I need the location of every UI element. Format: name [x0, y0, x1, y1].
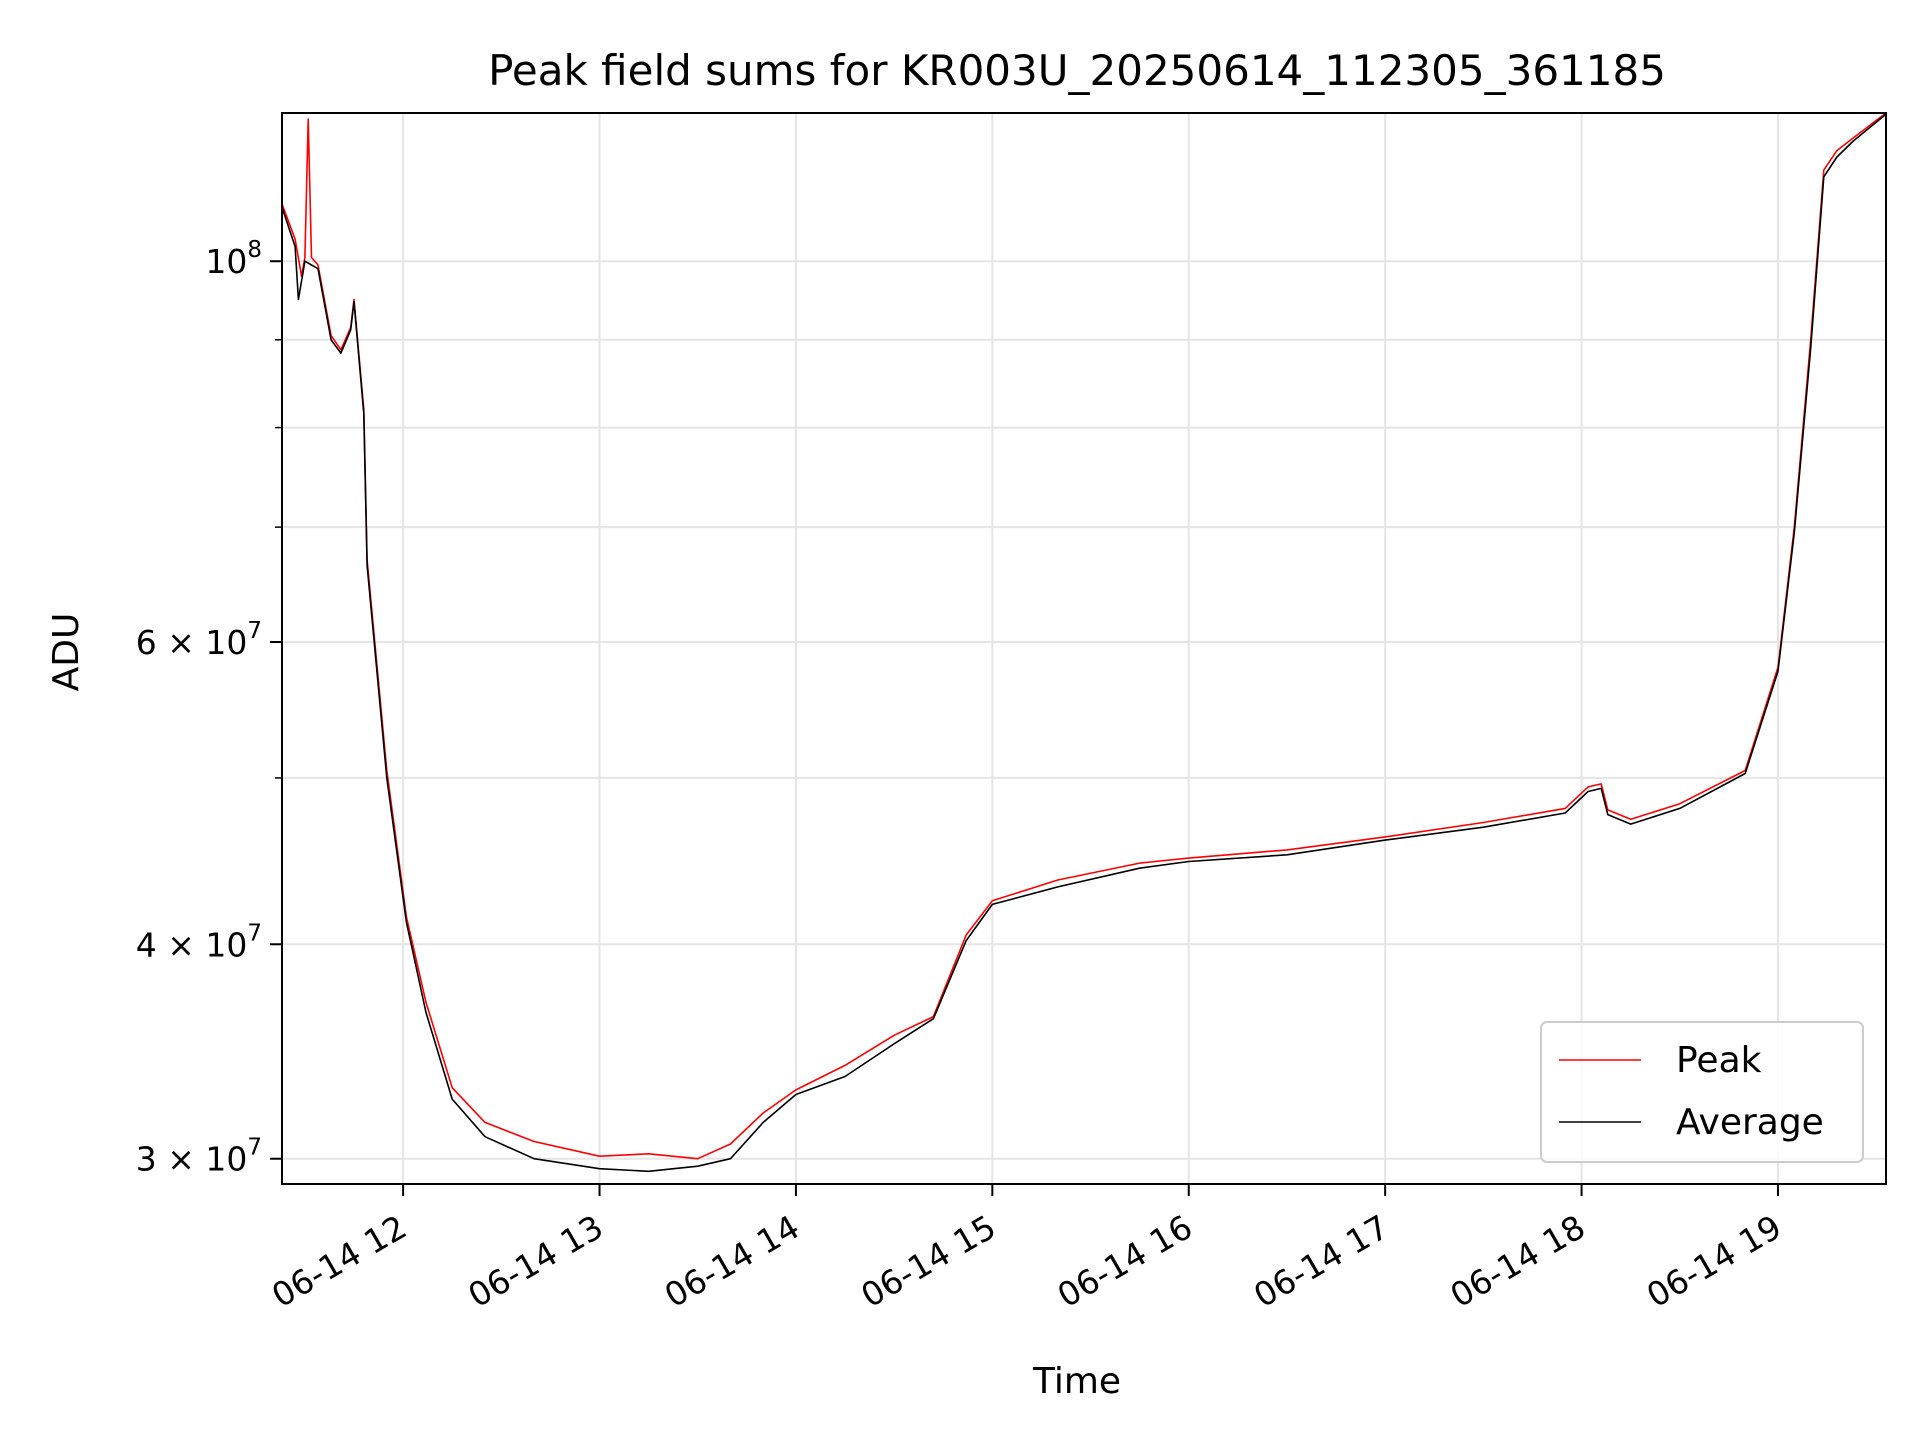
- y-tick-label: 6 × 107: [136, 618, 262, 662]
- series-lines: [281, 112, 1887, 1173]
- grid-lines: [282, 113, 1886, 1184]
- legend: Peak Average: [1540, 1021, 1864, 1163]
- y-axis-label: ADU: [46, 613, 87, 692]
- y-tick-exponent: 7: [247, 1135, 262, 1161]
- y-tick-label: 4 × 107: [136, 920, 262, 964]
- y-tick-base: 10: [205, 242, 247, 281]
- y-tick-exponent: 8: [247, 237, 262, 263]
- chart-title: Peak field sums for KR003U_20250614_1123…: [488, 46, 1666, 95]
- y-tick-label: 3 × 107: [136, 1135, 262, 1179]
- series-line-average: [281, 113, 1887, 1173]
- legend-box: [1540, 1021, 1864, 1163]
- y-tick-exponent: 7: [247, 920, 262, 946]
- x-axis-label: Time: [1032, 1361, 1121, 1402]
- legend-label-peak: Peak: [1676, 1040, 1762, 1081]
- series-line-peak: [281, 112, 1887, 1160]
- y-tick-base: 6 × 10: [136, 623, 248, 662]
- plot-frame: [281, 112, 1887, 1185]
- legend-label-average: Average: [1676, 1102, 1824, 1143]
- y-tick-base: 3 × 10: [136, 1140, 248, 1179]
- y-tick-exponent: 7: [247, 618, 262, 644]
- y-tick-label: 108: [205, 237, 262, 281]
- y-tick-base: 4 × 10: [136, 925, 248, 964]
